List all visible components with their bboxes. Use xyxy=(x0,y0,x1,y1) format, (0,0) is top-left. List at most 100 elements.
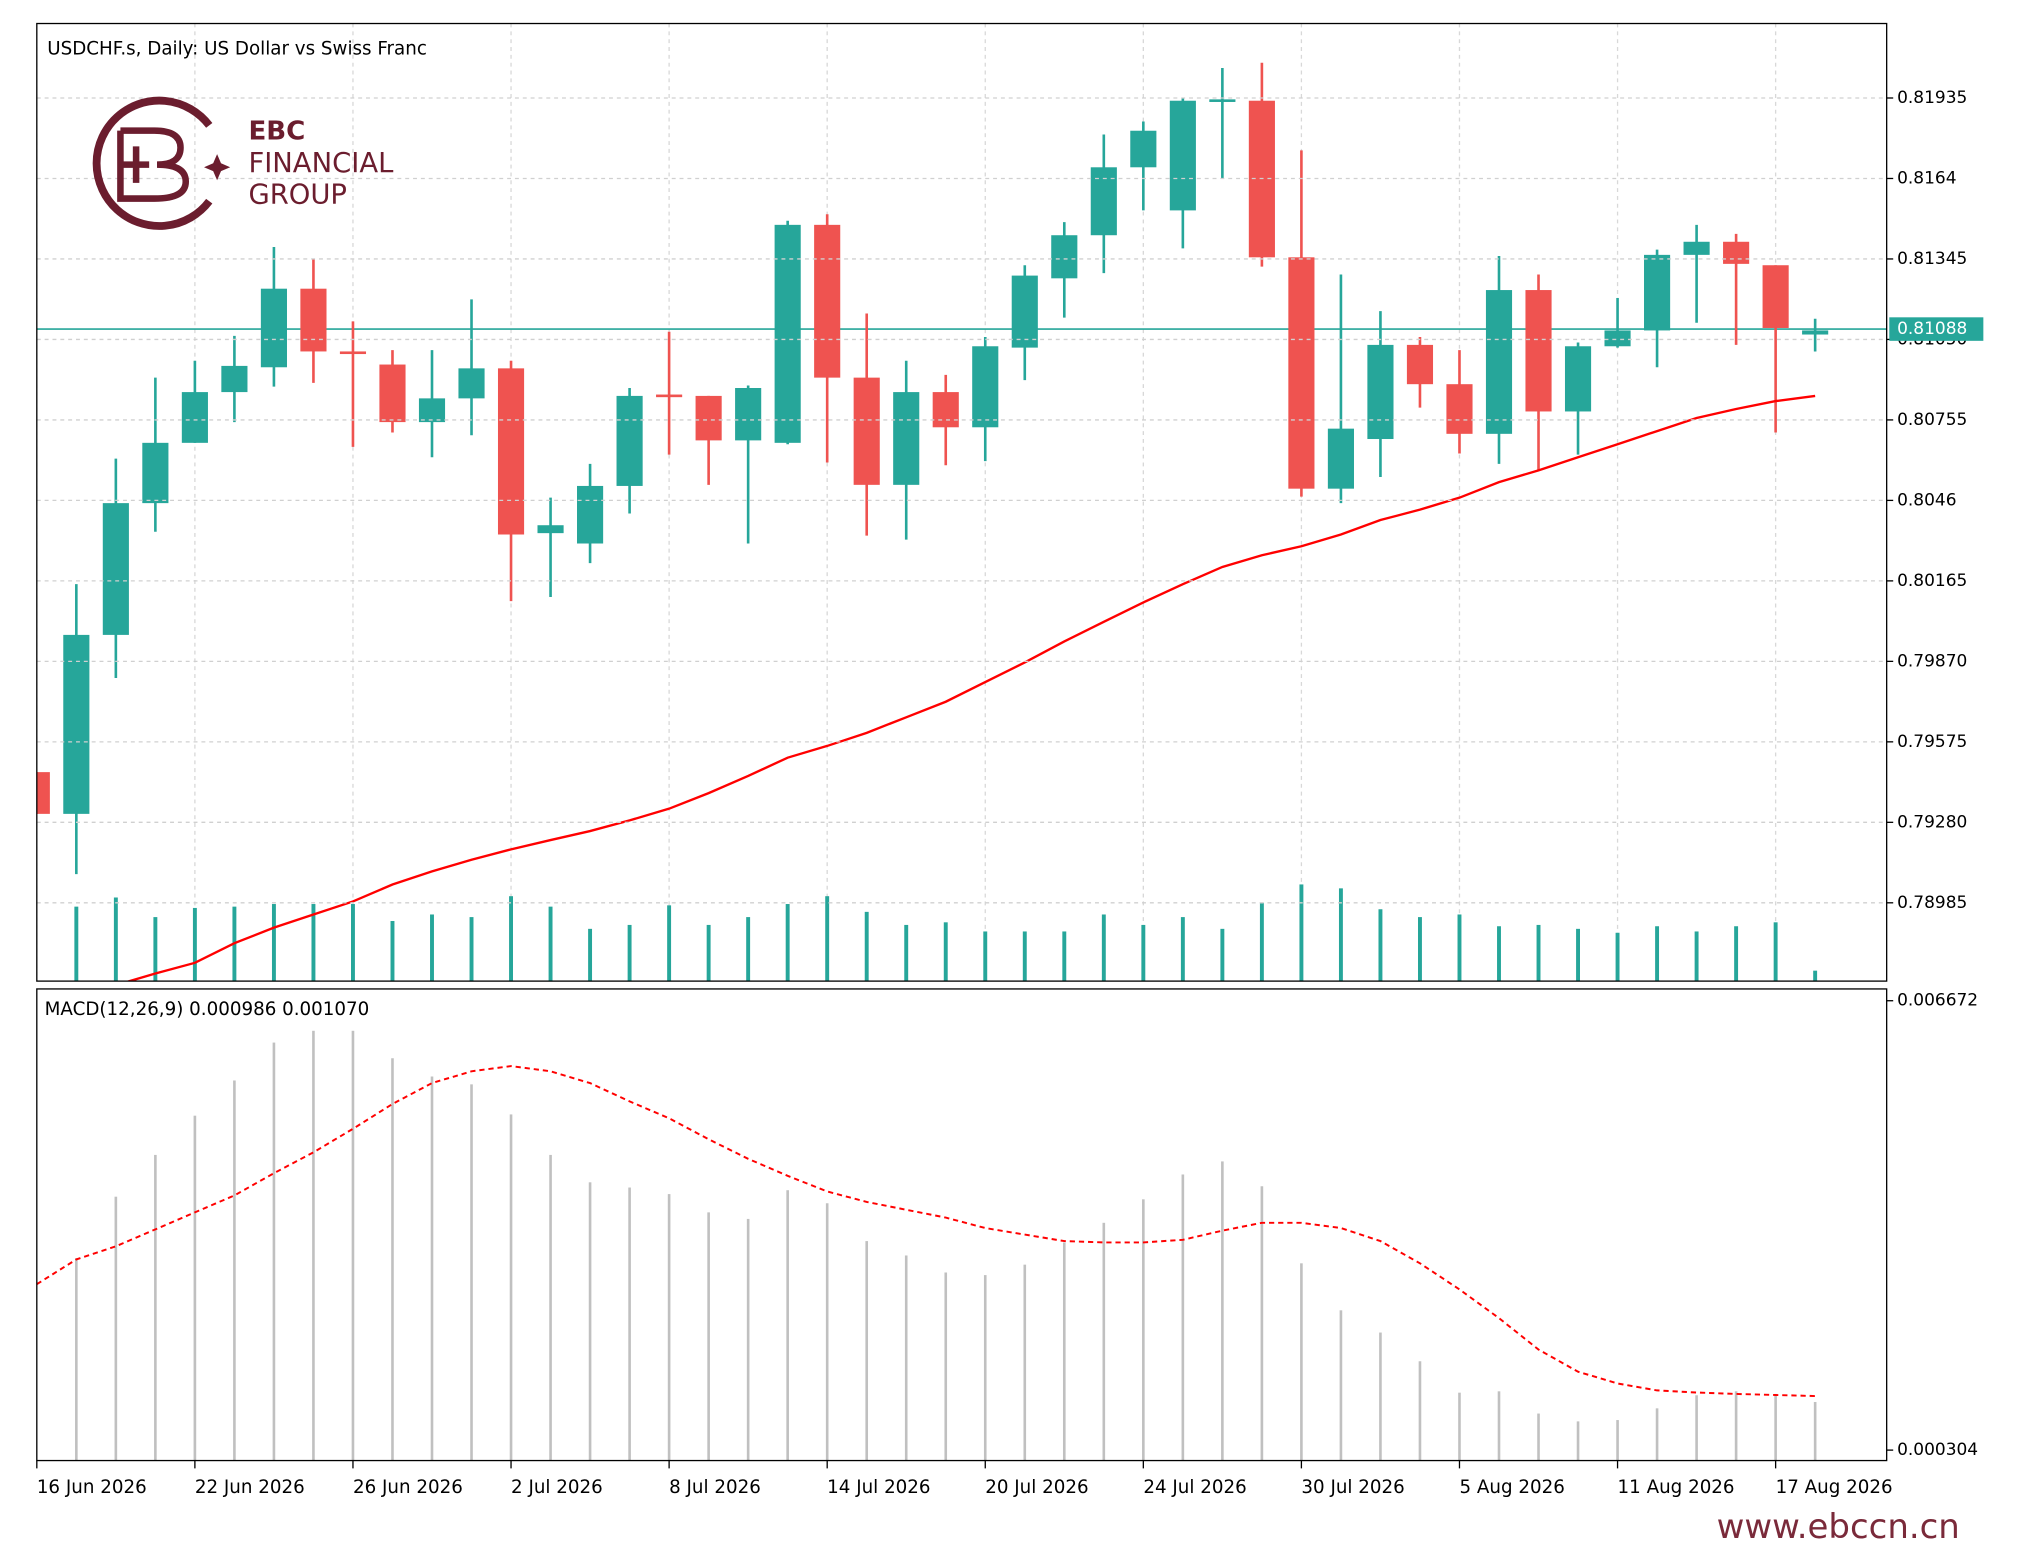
macd-bar xyxy=(470,1084,473,1461)
candle-body xyxy=(1327,428,1354,489)
macd-bar xyxy=(1813,1401,1817,1461)
macd-bar xyxy=(351,1030,355,1461)
x-tick-label: 20 Jul 2026 xyxy=(985,1477,1088,1498)
candle-body xyxy=(853,377,880,485)
macd-bar xyxy=(154,1154,157,1461)
candle-body xyxy=(1723,241,1750,264)
volume-bar xyxy=(785,904,790,982)
macd-bar xyxy=(1774,1393,1777,1461)
volume-bar xyxy=(1299,884,1304,982)
macd-bar xyxy=(944,1272,948,1461)
candle-body xyxy=(1169,100,1196,211)
y-tick-label: 0.8164 xyxy=(1897,168,1956,188)
volume-bar xyxy=(469,917,474,982)
macd-bar xyxy=(549,1154,552,1461)
macd-bar xyxy=(1221,1161,1224,1461)
volume-bar xyxy=(588,928,593,982)
candle-body xyxy=(656,394,683,398)
candle-body xyxy=(221,365,248,393)
volume-bar xyxy=(390,921,395,982)
volume-bar xyxy=(1813,970,1818,982)
volume-bar xyxy=(74,906,79,982)
candle-body xyxy=(36,772,50,814)
volume-bar xyxy=(1457,914,1462,982)
axes: 0.819350.81640.813450.810500.807550.8046… xyxy=(36,88,1984,1498)
current-price-box xyxy=(1889,317,1984,341)
macd-bar xyxy=(193,1115,197,1461)
volume-bar xyxy=(706,924,711,982)
volume-bar xyxy=(667,905,672,982)
candle-body xyxy=(1011,275,1038,348)
x-tick-label: 26 Jun 2026 xyxy=(353,1477,463,1498)
volume-bar xyxy=(430,914,434,982)
volume-bar xyxy=(509,896,513,982)
volume-bar xyxy=(153,917,158,982)
volume-bar xyxy=(1220,928,1225,982)
macd-bar xyxy=(1458,1392,1461,1461)
macd-bar xyxy=(825,1203,829,1461)
macd-bar xyxy=(1379,1332,1382,1461)
x-tick-label: 5 Aug 2026 xyxy=(1459,1477,1564,1498)
volume-bar xyxy=(1576,928,1580,982)
volume-bar xyxy=(271,904,276,982)
candle-body xyxy=(300,288,327,352)
y-tick-label: 0.79870 xyxy=(1897,651,1967,671)
volume-bar xyxy=(1180,917,1185,982)
macd-bar xyxy=(904,1255,908,1461)
macd-bar xyxy=(509,1114,513,1461)
candle-body xyxy=(102,503,129,635)
macd-bar xyxy=(865,1241,869,1461)
logo-line: GROUP xyxy=(248,179,347,210)
candle-body xyxy=(181,392,208,443)
volume-bar xyxy=(825,896,830,982)
macd-bar xyxy=(628,1187,631,1461)
y-tick-label: 0.78985 xyxy=(1897,893,1967,913)
logo-mark xyxy=(117,127,190,202)
volume-bar xyxy=(1259,902,1264,982)
x-tick-label: 11 Aug 2026 xyxy=(1618,1477,1735,1498)
y-tick-label: 0.80755 xyxy=(1897,410,1967,430)
candle-body xyxy=(735,387,762,441)
main-plot xyxy=(36,23,1887,982)
candle-body xyxy=(339,351,367,355)
volume-bar xyxy=(1378,909,1383,982)
macd-bar xyxy=(1062,1242,1066,1461)
logo-name: EBC xyxy=(248,116,305,146)
candle-body xyxy=(932,392,959,428)
macd-bar xyxy=(312,1030,315,1461)
candle-body xyxy=(1090,167,1117,236)
y-tick-label: 0.8046 xyxy=(1897,490,1956,510)
macd-bar xyxy=(430,1076,434,1461)
moving-average xyxy=(125,394,1816,982)
logo: EBC FINANCIAL GROUP xyxy=(92,96,394,230)
volume-bar xyxy=(943,922,948,982)
macd-plot xyxy=(36,1030,1817,1461)
volume-bar xyxy=(864,911,869,982)
x-tick-label: 14 Jul 2026 xyxy=(827,1477,930,1498)
logo-ring xyxy=(92,96,213,230)
macd-bar xyxy=(667,1194,671,1461)
main-frame xyxy=(36,22,1888,982)
x-tick-label: 22 Jun 2026 xyxy=(195,1477,305,1498)
volume-bar xyxy=(1734,926,1739,982)
x-tick-label: 24 Jul 2026 xyxy=(1143,1477,1246,1498)
macd-bar xyxy=(1734,1391,1738,1461)
macd-bar xyxy=(1497,1391,1501,1461)
macd-bar xyxy=(746,1218,750,1461)
candle-body xyxy=(1406,344,1434,385)
candle-body xyxy=(1288,257,1315,489)
candle-body xyxy=(537,525,564,534)
candle-body xyxy=(774,224,801,443)
macd-bar xyxy=(1576,1421,1580,1461)
candle-body xyxy=(1802,330,1829,335)
macd-bar xyxy=(75,1258,78,1461)
candle-body xyxy=(1604,330,1631,347)
volume-bar xyxy=(1773,922,1778,982)
watermark: www.ebccn.cn xyxy=(1717,1507,1960,1547)
macd-bar xyxy=(233,1080,236,1461)
volume-bar xyxy=(746,917,751,982)
candle-body xyxy=(893,392,920,485)
current-price-label: 0.81088 xyxy=(1897,319,1967,339)
y-tick-label: 0.81345 xyxy=(1897,249,1967,269)
